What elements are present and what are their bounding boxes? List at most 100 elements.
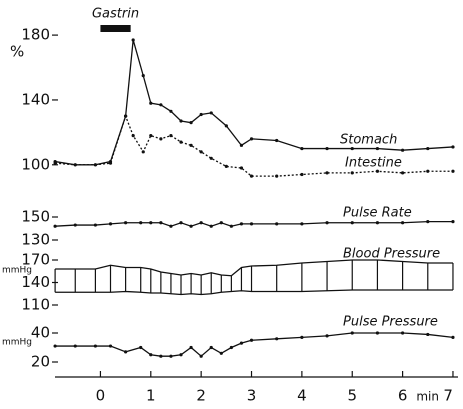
data-point xyxy=(426,332,430,337)
data-point xyxy=(108,222,113,226)
data-point xyxy=(93,163,97,167)
data-point xyxy=(375,146,380,151)
data-point xyxy=(300,146,304,151)
range-line xyxy=(55,259,453,277)
data-point xyxy=(275,337,279,341)
data-point xyxy=(53,161,57,165)
data-point xyxy=(169,109,173,113)
data-point xyxy=(139,345,143,350)
data-point xyxy=(199,112,203,117)
data-point xyxy=(149,134,153,138)
data-point xyxy=(239,222,244,226)
y-tick-label: 20 xyxy=(31,353,50,371)
y-tick-label: 170 xyxy=(21,251,50,269)
y-unit: % xyxy=(10,43,24,61)
data-point xyxy=(401,331,405,335)
data-point xyxy=(300,335,304,339)
data-point xyxy=(149,221,153,225)
series-label: Intestine xyxy=(345,156,402,171)
data-point xyxy=(401,148,405,152)
y-tick-label: 40 xyxy=(31,324,50,342)
y-tick-label: 150 xyxy=(21,208,50,226)
data-point xyxy=(375,169,380,173)
data-point xyxy=(300,172,304,177)
x-tick-label: 0 xyxy=(96,387,106,405)
data-point xyxy=(239,143,244,147)
data-point xyxy=(189,345,193,350)
gastrin-bar xyxy=(100,25,131,32)
data-point xyxy=(375,331,380,335)
data-point xyxy=(325,334,329,338)
panel-label: Pulse Rate xyxy=(343,206,412,221)
data-point xyxy=(93,344,97,348)
data-point xyxy=(73,163,77,167)
x-tick-label: 2 xyxy=(196,387,206,405)
data-point xyxy=(53,344,57,348)
x-tick-label: 3 xyxy=(247,387,257,405)
data-point xyxy=(179,140,183,144)
data-point xyxy=(451,335,455,339)
data-point xyxy=(239,341,244,345)
data-point xyxy=(159,137,163,141)
x-tick-label: 1 xyxy=(146,387,156,405)
data-point xyxy=(451,220,455,224)
data-point xyxy=(350,146,354,151)
data-point xyxy=(209,156,213,160)
x-tick-label: 7 xyxy=(443,387,453,405)
data-point xyxy=(149,101,153,105)
data-point xyxy=(426,220,430,224)
data-point xyxy=(124,221,128,225)
data-point xyxy=(141,150,145,154)
data-point xyxy=(149,353,153,357)
series-line xyxy=(55,220,453,227)
data-point xyxy=(375,221,380,225)
data-point xyxy=(325,171,329,175)
data-point xyxy=(141,74,145,78)
data-point xyxy=(249,222,254,226)
data-point xyxy=(209,224,213,228)
data-point xyxy=(401,221,405,225)
y-tick-label: 180 xyxy=(21,26,50,44)
data-point xyxy=(350,221,354,225)
data-point xyxy=(219,221,223,225)
data-point xyxy=(224,164,228,169)
data-point xyxy=(239,166,244,170)
data-point xyxy=(189,224,193,228)
data-point xyxy=(325,146,329,151)
x-tick-label: 4 xyxy=(297,387,307,405)
x-tick-label: 6 xyxy=(398,387,408,405)
data-point xyxy=(108,161,113,165)
data-point xyxy=(179,119,183,123)
data-point xyxy=(325,221,329,225)
series-label: Stomach xyxy=(340,133,397,148)
data-point xyxy=(131,38,135,42)
data-point xyxy=(179,221,183,225)
data-point xyxy=(275,174,279,178)
data-point xyxy=(53,224,57,228)
data-point xyxy=(401,171,405,175)
data-point xyxy=(199,354,203,358)
data-point xyxy=(189,143,193,147)
y-tick-label: 100 xyxy=(21,155,50,173)
data-point xyxy=(199,221,203,225)
data-point xyxy=(249,137,254,141)
y-tick-label: 110 xyxy=(21,296,50,314)
x-tick-label: 5 xyxy=(347,387,357,405)
data-point xyxy=(179,353,183,357)
data-point xyxy=(124,350,128,354)
data-point xyxy=(451,169,455,173)
y-tick-label: 140 xyxy=(21,273,50,291)
gastrin-label: Gastrin xyxy=(92,7,139,22)
y-tick-label: 130 xyxy=(21,231,50,249)
series-line xyxy=(55,332,454,358)
data-point xyxy=(426,146,430,151)
data-point xyxy=(108,344,113,348)
data-point xyxy=(189,121,193,125)
data-point xyxy=(159,103,163,107)
data-point xyxy=(229,224,233,228)
data-point xyxy=(124,114,128,118)
data-point xyxy=(159,354,163,358)
data-point xyxy=(169,134,173,138)
data-point xyxy=(426,169,430,173)
